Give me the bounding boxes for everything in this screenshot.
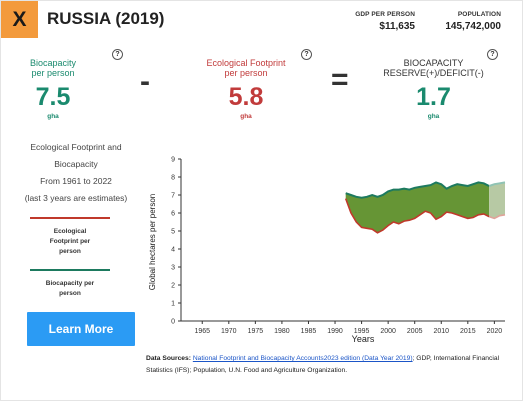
biocapacity-value: 7.5 [35, 83, 71, 111]
equals-operator: = [331, 63, 349, 96]
legend-footprint-swatch [30, 217, 110, 219]
data-sources: Data Sources: National Footprint and Bio… [146, 353, 516, 377]
x-tick-label: 1990 [327, 328, 343, 335]
legend-biocapacity-label-1: Biocapacity per [45, 280, 95, 287]
biocapacity-label-1: Biocapacity [29, 58, 77, 68]
footprint-label-2: per person [224, 68, 268, 78]
gdp-stat: GDP PER PERSON $11,635 [355, 11, 415, 32]
legend-footprint-label-3: person [59, 248, 81, 255]
footprint-line-estimate [488, 214, 506, 220]
reserve-value: 1.7 [416, 83, 451, 111]
sources-suffix: ; GDP, International Financial Statistic… [146, 355, 500, 374]
population-stat: POPULATION 145,742,000 [445, 11, 501, 32]
footprint-metric: Ecological Footprint per person 5.8 gha [191, 58, 301, 120]
description-line-3: From 1961 to 2022 [40, 176, 112, 186]
reserve-metric: BIOCAPACITY RESERVE(+)/DEFICIT(-) 1.7 gh… [376, 58, 491, 120]
description-line-1: Ecological Footprint and [30, 142, 122, 152]
legend-footprint: Ecological Footprint per person [28, 217, 112, 257]
sources-prefix: Data Sources: [146, 355, 191, 362]
biocapacity-help-icon[interactable]: ? [112, 49, 123, 60]
legend-biocapacity-swatch [30, 269, 110, 271]
y-tick-label: 2 [171, 283, 175, 290]
x-tick-label: 2005 [407, 328, 423, 335]
legend-biocapacity-label-2: person [59, 290, 81, 297]
learn-more-button[interactable]: Learn More [27, 312, 135, 346]
population-value: 145,742,000 [445, 21, 501, 32]
x-tick-label: 2010 [433, 328, 449, 335]
reserve-area [345, 182, 490, 233]
y-tick-label: 8 [171, 175, 175, 182]
legend-biocapacity: Biocapacity per person [28, 269, 112, 299]
gdp-value: $11,635 [379, 21, 415, 32]
x-tick-label: 2000 [380, 328, 396, 335]
x-tick-label: 1985 [301, 328, 317, 335]
gdp-label: GDP PER PERSON [355, 11, 415, 18]
chart-description: Ecological Footprint and Biocapacity Fro… [21, 139, 131, 207]
y-tick-label: 7 [171, 193, 175, 200]
x-tick-label: 1965 [194, 328, 210, 335]
legend-footprint-label-1: Ecological [53, 228, 87, 235]
x-tick-label: 1980 [274, 328, 290, 335]
reserve-label-2: RESERVE(+)/DEFICIT(-) [383, 68, 484, 78]
description-line-4: (last 3 years are estimates) [24, 193, 128, 203]
country-title: RUSSIA (2019) [47, 9, 165, 28]
x-tick-label: 2015 [460, 328, 476, 335]
sources-link[interactable]: National Footprint and Biocapacity Accou… [192, 355, 413, 362]
y-axis-title: Global hectares per person [148, 194, 157, 291]
x-tick-label: 1970 [221, 328, 237, 335]
y-tick-label: 4 [171, 247, 175, 254]
x-tick-label: 2020 [487, 328, 503, 335]
biocapacity-metric: Biocapacity per person 7.5 gha [21, 58, 85, 120]
biocapacity-line [345, 181, 490, 199]
reserve-help-icon[interactable]: ? [487, 49, 498, 60]
reserve-area-estimate [489, 182, 505, 219]
biocapacity-line-estimate [488, 181, 506, 187]
minus-operator: - [140, 65, 150, 98]
close-button[interactable]: X [1, 1, 38, 38]
y-tick-label: 1 [171, 301, 175, 308]
reserve-unit: gha [427, 113, 440, 120]
x-axis-title: Years [352, 334, 375, 344]
y-tick-label: 6 [171, 211, 175, 218]
y-tick-label: 0 [171, 319, 175, 326]
y-tick-label: 5 [171, 229, 175, 236]
footprint-line [344, 198, 490, 234]
y-tick-label: 3 [171, 265, 175, 272]
biocapacity-label-2: per person [31, 68, 75, 78]
population-label: POPULATION [457, 11, 501, 18]
legend-footprint-label-2: Footprint per [49, 238, 91, 245]
x-tick-label: 1995 [354, 328, 370, 335]
reserve-label-1: BIOCAPACITY [403, 58, 464, 68]
footprint-value: 5.8 [228, 83, 264, 111]
x-tick-label: 1975 [248, 328, 264, 335]
y-tick-label: 9 [171, 157, 175, 164]
chart-svg: 0 1 2 3 4 5 6 7 8 9 1965 1970 1975 1980 1985 1990 1995 20… [148, 157, 506, 344]
biocapacity-unit: gha [47, 113, 59, 120]
footprint-biocapacity-chart: 0 1 2 3 4 5 6 7 8 9 1965 1970 1975 1980 1985 1990 1995 20… [141, 151, 511, 346]
footprint-unit: gha [240, 113, 252, 120]
footprint-help-icon[interactable]: ? [301, 49, 312, 60]
footprint-label-1: Ecological Footprint [206, 58, 286, 68]
description-line-2: Biocapacity [54, 159, 98, 169]
